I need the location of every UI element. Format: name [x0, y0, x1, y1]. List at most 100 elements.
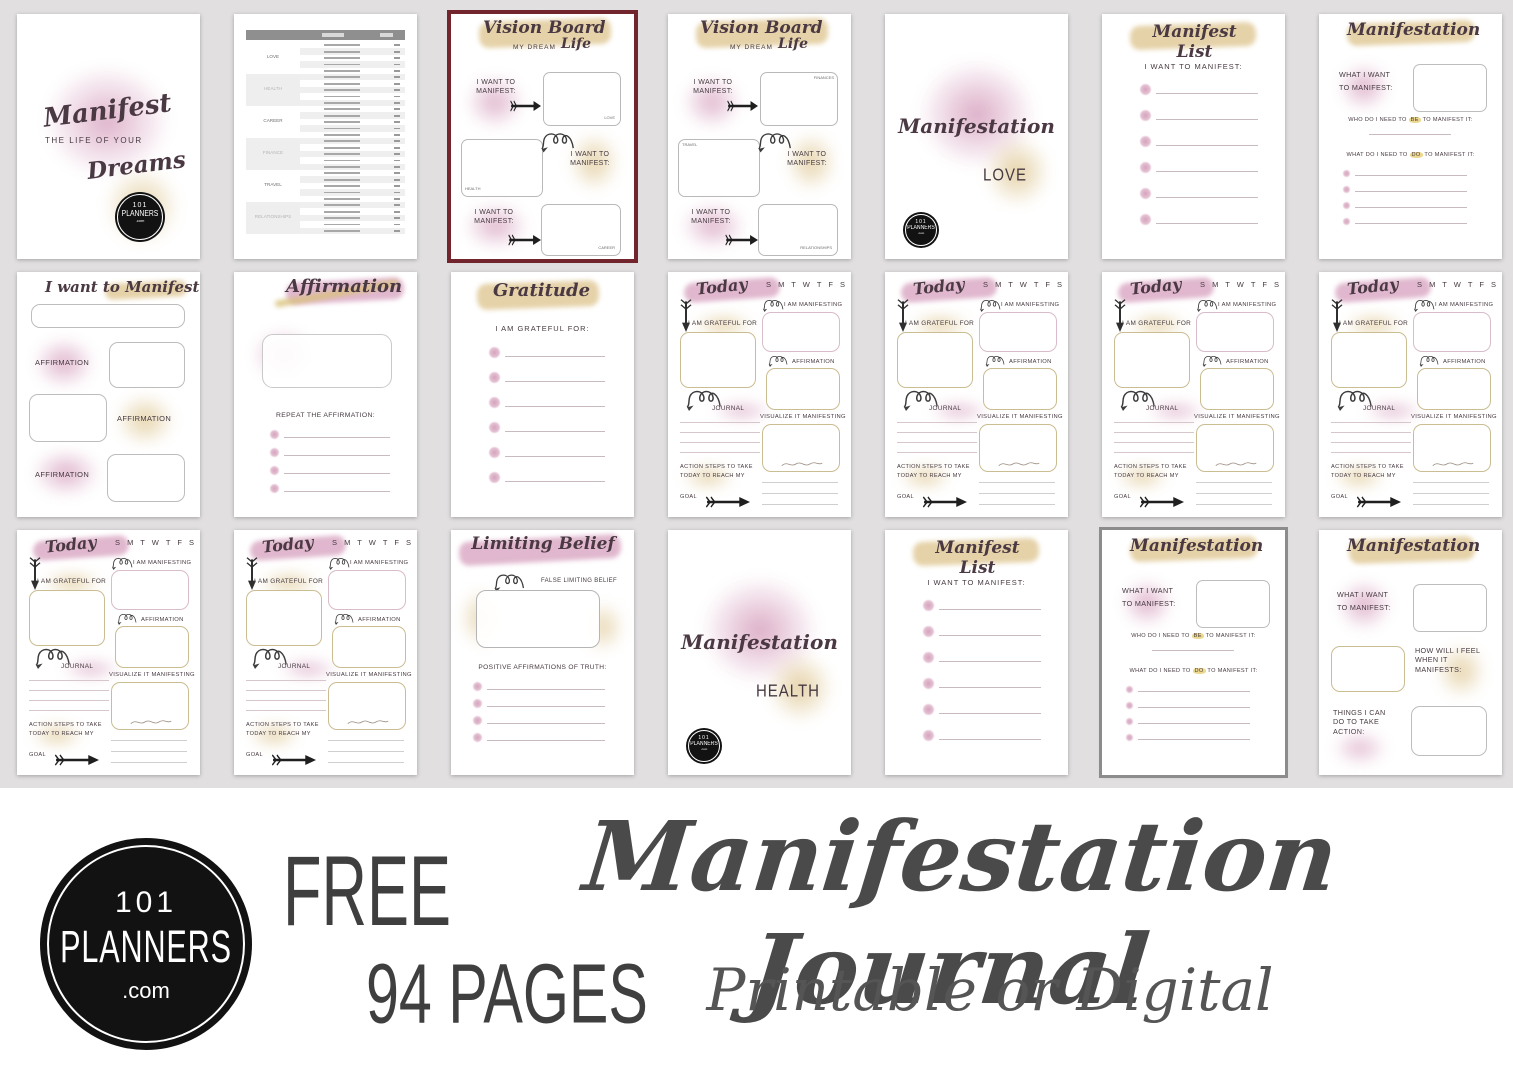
write-line — [505, 381, 605, 382]
bullet-dot — [489, 397, 500, 408]
logo-ring — [117, 194, 163, 240]
toc-entry-text — [324, 204, 360, 207]
page-label: S M T W T F S — [332, 538, 414, 547]
write-line — [1114, 452, 1194, 453]
page-label: AFFIRMATION — [1443, 359, 1486, 365]
loop-arrow-icon — [768, 355, 788, 367]
watercolor-blob — [780, 126, 842, 198]
toc-page-number — [394, 146, 400, 149]
do-line: WHAT DO I NEED TO DO TO MANIFEST IT: — [1327, 152, 1494, 159]
script-title: Manifestation — [1130, 536, 1264, 556]
poster-subtitle: Printable or Digital — [706, 956, 1274, 1024]
vision-box-tag: FINANCES — [813, 75, 834, 80]
toc-page-number — [394, 76, 400, 79]
toc-page-number — [394, 70, 400, 72]
loop-arrow-icon — [1337, 390, 1372, 411]
write-line — [505, 431, 605, 432]
toc-category-shade — [246, 138, 300, 170]
toc-entry-text — [324, 102, 360, 104]
write-line — [1355, 175, 1467, 176]
entry-box — [115, 626, 189, 668]
toc-entry-text — [324, 114, 360, 117]
page-label: GOAL — [246, 752, 263, 758]
who-line: WHO DO I NEED TO BE TO MANIFEST IT: — [1110, 633, 1277, 640]
arrow-right-icon — [508, 234, 541, 246]
bullet-dot — [489, 422, 500, 433]
page-label: MY DREAM — [513, 44, 556, 51]
write-line — [1355, 207, 1467, 208]
write-line — [979, 504, 1055, 505]
toc-entry-text — [324, 140, 360, 143]
write-line — [939, 687, 1041, 688]
toc-entry-text — [324, 82, 360, 85]
toc-category-shade — [246, 202, 300, 234]
loop-arrow-icon — [329, 558, 350, 570]
entry-box — [29, 394, 107, 442]
toc-category-shade — [246, 74, 300, 106]
entry-box — [332, 626, 406, 668]
entry-box — [678, 139, 760, 197]
watercolor-blob — [1110, 460, 1174, 494]
entry-box — [1114, 332, 1190, 388]
page-label: S M T W T F S — [1417, 280, 1499, 289]
page-label: WHAT I WANT — [1122, 586, 1174, 595]
write-line — [328, 751, 404, 752]
watercolor-blob — [1116, 574, 1178, 632]
bullet-dot — [1343, 170, 1350, 177]
write-line — [246, 700, 326, 701]
write-line — [1413, 504, 1489, 505]
thumbnail-gratitude-page: Gratitude I AM GRATEFUL FOR: — [451, 272, 634, 517]
toc-page-number — [394, 172, 400, 175]
write-line — [1156, 171, 1258, 172]
entry-box — [1331, 332, 1407, 388]
bullet-dot — [923, 730, 934, 741]
toc-entry-text — [324, 185, 360, 187]
write-line — [897, 442, 977, 443]
page-label: FALSE LIMITING BELIEF — [541, 578, 618, 584]
loop-arrow-icon — [117, 613, 137, 625]
loop-arrow-icon — [334, 613, 354, 625]
who-pre: WHO DO I NEED TO — [1348, 117, 1409, 123]
toc-entry-text — [324, 44, 360, 47]
page-label: I AM MANIFESTING — [1435, 302, 1494, 308]
page-label: AFFIRMATION — [1226, 359, 1269, 365]
bullet-dot — [1343, 202, 1350, 209]
write-line — [979, 493, 1055, 494]
who-post: TO MANIFEST IT: — [1420, 117, 1473, 123]
logo-planners: PLANNERS — [907, 225, 935, 232]
write-line — [111, 740, 187, 741]
page-label: VISUALIZE IT MANIFESTING — [760, 414, 846, 420]
watercolor-blob — [25, 444, 107, 502]
page-label: JOURNAL — [1363, 405, 1396, 412]
entry-box — [762, 312, 840, 352]
thumbnail-list-page: Manifest List I WANT TO MANIFEST: — [1102, 14, 1285, 259]
logo-badge: 101 PLANNERS .com — [686, 728, 722, 764]
page-label: ACTION STEPS TO TAKE — [29, 722, 102, 728]
toc-page-number — [394, 121, 400, 123]
write-line — [1196, 482, 1272, 483]
page-label: REPEAT THE AFFIRMATION: — [276, 412, 375, 419]
do-post: TO MANIFEST IT: — [1422, 152, 1475, 158]
entry-box — [1413, 312, 1491, 352]
toc-entry-text — [324, 134, 360, 136]
page-label: I WANT TO MANIFEST: — [693, 79, 733, 96]
thumbnail-feel-page: Manifestation WHAT I WANT TO MANIFEST: HOW … — [1319, 530, 1502, 775]
toc-entry-text — [324, 50, 360, 53]
write-line — [1152, 650, 1234, 651]
entry-box — [1417, 368, 1491, 410]
bullet-dot — [270, 484, 279, 493]
entry-box — [766, 368, 840, 410]
watercolor-blob — [1431, 638, 1491, 704]
watercolor-blob — [1327, 460, 1391, 494]
page-label: JOURNAL — [61, 663, 94, 670]
page-label: AFFIRMATION — [35, 470, 90, 479]
write-line — [284, 437, 390, 438]
page-label: S M T W T F S — [115, 538, 197, 547]
script-title: Manifestation — [681, 630, 838, 654]
page-label: TO MANIFEST: — [1122, 599, 1176, 608]
write-line — [897, 422, 977, 423]
